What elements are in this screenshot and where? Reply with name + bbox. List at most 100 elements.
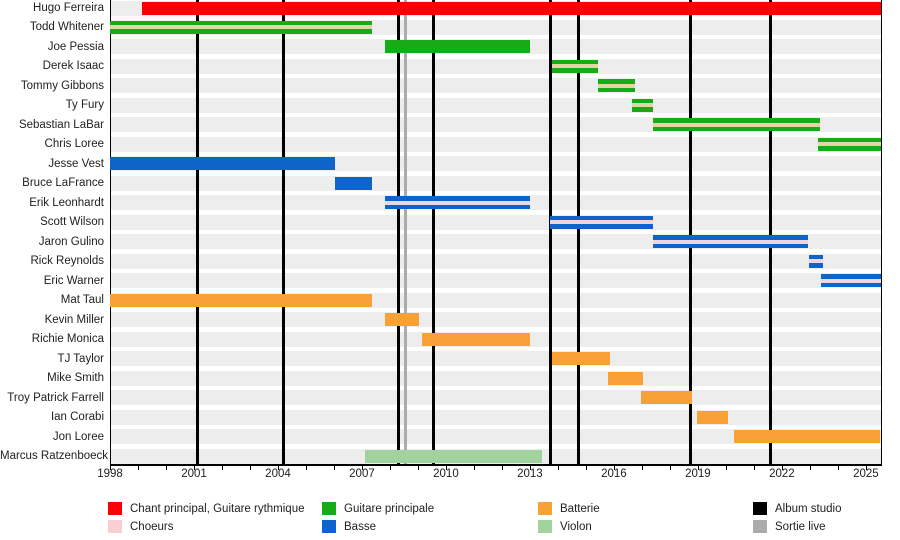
x-axis [110,464,882,466]
choeurs-stripe [552,64,598,69]
x-axis-tick [809,466,811,470]
member-bar [597,79,635,93]
choeurs-stripe [652,122,820,127]
member-label: Erik Leonhardt [29,196,104,209]
legend-swatch-violon [538,520,552,533]
x-tick-label: 2022 [769,468,795,480]
x-axis-tick [445,466,447,470]
x-axis-tick [781,466,783,470]
legend-swatch-orange [538,502,552,515]
legend-swatch-blue [322,520,336,533]
legend-label: Chant principal, Guitare rythmique [130,503,305,515]
x-tick-label: 2019 [685,468,711,480]
member-label: Bruce LaFrance [22,177,104,190]
legend-swatch-live [753,520,767,533]
legend-label: Batterie [560,503,600,515]
legend-label: Guitare principale [344,503,435,515]
member-bar [384,313,420,327]
member-bar [608,371,644,385]
x-axis-tick [389,466,391,470]
member-bar [384,40,530,54]
choeurs-stripe [549,220,653,225]
choeurs-stripe [818,142,881,147]
x-axis-tick [165,466,167,470]
x-axis-tick [361,466,363,470]
row-band [110,58,881,74]
x-axis-tick [613,466,615,470]
x-axis-tick [529,466,531,470]
member-label: Chris Loree [44,138,104,151]
x-axis-tick [221,466,223,470]
legend-swatch-pink [108,520,122,533]
x-axis-tick [753,466,755,470]
member-label: Jon Loree [52,430,104,443]
choeurs-stripe [820,278,881,283]
legend-label: Basse [344,521,376,533]
x-tick-label: 2016 [601,468,627,480]
x-axis-tick [417,466,419,470]
x-tick-label: 2013 [517,468,543,480]
member-label: TJ Taylor [57,352,104,365]
x-axis-tick [305,466,307,470]
row-band [110,253,881,269]
x-axis-tick [110,466,111,470]
member-label: Ian Corabi [50,411,104,424]
member-label: Todd Whitener [29,21,104,34]
member-bar [808,254,823,268]
member-label: Hugo Ferreira [33,2,104,14]
member-bar [110,20,373,34]
x-tick-label: 2025 [853,468,879,480]
x-axis-tick [641,466,643,470]
row-band [110,214,881,230]
legend-label: Choeurs [130,521,174,533]
legend-label: Sortie live [775,521,826,533]
member-bar [384,196,530,210]
member-bar [335,176,373,190]
member-bar [421,332,530,346]
row-band [110,390,881,406]
row-band [110,429,881,445]
member-bar [552,59,598,73]
legend-swatch-album [753,502,767,515]
live-release-line [403,0,407,464]
x-axis-tick [865,466,867,470]
member-label: Marcus Ratzenboeck [0,450,109,463]
x-axis-tick [725,466,727,470]
member-label: Kevin Miller [44,313,104,326]
member-bar [734,430,880,444]
member-label: Jaron Gulino [38,235,104,248]
member-label: Sebastian LaBar [18,118,104,131]
x-tick-label: 2004 [265,468,291,480]
x-axis-tick [669,466,671,470]
row-band [110,409,881,425]
member-bar [110,293,373,307]
member-label: Richie Monica [31,333,104,346]
choeurs-stripe [597,83,635,88]
member-label: Mat Taul [60,294,104,307]
member-label: Mike Smith [47,372,104,385]
member-bar [549,215,653,229]
member-bar [631,98,653,112]
member-bar [365,449,542,463]
album-studio-line [549,0,553,464]
plot-right-border [881,0,882,464]
row-band [110,136,881,152]
choeurs-stripe [110,25,373,30]
album-studio-line [195,0,199,464]
row-band [110,312,881,328]
x-tick-label: 2010 [433,468,459,480]
album-studio-line [768,0,772,464]
row-band [110,97,881,113]
x-axis-tick [249,466,251,470]
x-tick-label: 2001 [181,468,207,480]
choeurs-stripe [652,239,808,244]
row-band [110,175,881,191]
member-bar [818,137,881,151]
member-label: Troy Patrick Farrell [7,391,104,404]
row-band [110,370,881,386]
row-band [110,351,881,367]
member-label: Joe Pessia [47,40,104,53]
member-bar [110,157,336,171]
choeurs-stripe [808,259,823,264]
